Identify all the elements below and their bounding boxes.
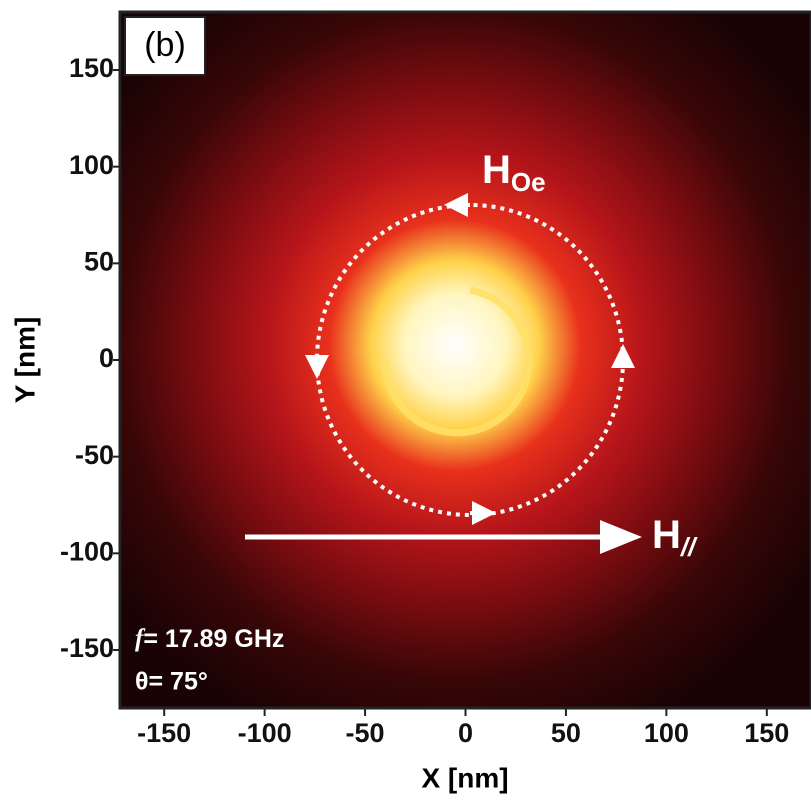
y-tick-label: -150 bbox=[60, 633, 114, 663]
y-tick-label: 150 bbox=[69, 53, 114, 83]
panel-label-box bbox=[124, 16, 206, 76]
x-axis-label: X [nm] bbox=[421, 762, 508, 793]
angle-label: θ= 75° bbox=[135, 668, 208, 696]
x-tick-label: -100 bbox=[238, 718, 292, 748]
heatmap bbox=[118, 10, 811, 710]
field-arrowhead bbox=[600, 520, 642, 554]
field-oe-label: HOe bbox=[482, 148, 546, 197]
y-tick-label: -50 bbox=[75, 440, 114, 470]
x-tick-label: 150 bbox=[744, 718, 789, 748]
y-tick-label: 50 bbox=[84, 246, 114, 276]
panel-label: (b) bbox=[144, 26, 186, 64]
y-axis-label: Y [nm] bbox=[9, 317, 40, 404]
x-tick-label: 100 bbox=[644, 718, 689, 748]
y-tick-label: 0 bbox=[99, 343, 114, 373]
field-parallel-label: H// bbox=[652, 513, 698, 562]
x-tick-label: -150 bbox=[137, 718, 191, 748]
frequency-label: f= 17.89 GHz bbox=[135, 625, 284, 653]
y-tick-label: -100 bbox=[60, 536, 114, 566]
plot-area: (b) HOe H// f= 17.89 GHz θ= 75° bbox=[118, 10, 811, 710]
x-tick-label: 0 bbox=[458, 718, 473, 748]
y-tick-label: 100 bbox=[69, 150, 114, 180]
bright-ring bbox=[381, 286, 533, 437]
x-tick-label: -50 bbox=[346, 718, 385, 748]
x-tick-label: 50 bbox=[551, 718, 581, 748]
